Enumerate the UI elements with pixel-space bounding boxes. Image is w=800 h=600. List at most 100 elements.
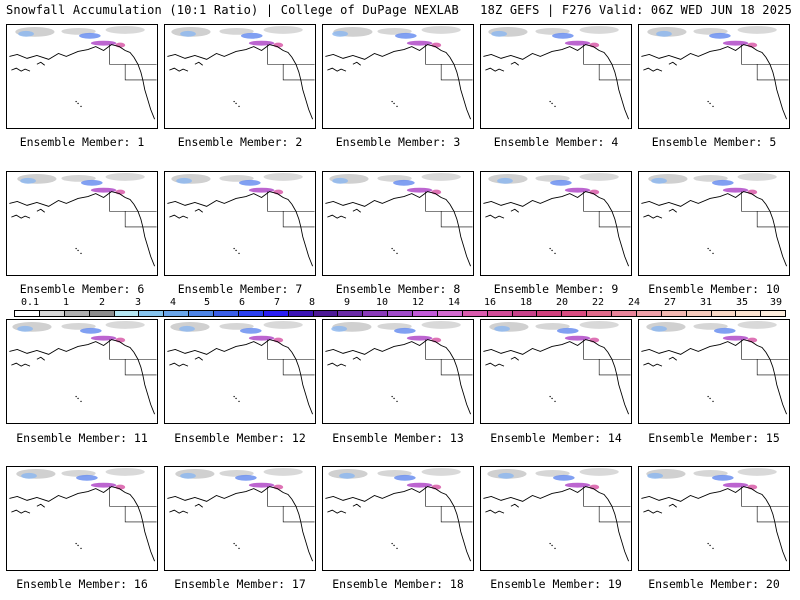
political-border [425, 486, 473, 523]
basemap-svg [9, 25, 157, 120]
island-dot [80, 105, 82, 108]
political-border [741, 486, 789, 523]
snowfall-shading [737, 320, 777, 329]
political-border [583, 486, 631, 523]
island-dot [712, 252, 714, 255]
ensemble-member-label: Ensemble Member: 7 [177, 282, 303, 296]
snowfall-shading [406, 335, 433, 341]
colorbar-swatch [338, 311, 364, 316]
snowfall-shading [646, 321, 686, 332]
coastline [483, 339, 630, 415]
colorbar-swatch [612, 311, 637, 316]
snowfall-shading [81, 179, 103, 186]
political-border [267, 191, 315, 228]
island-dot [551, 249, 553, 252]
colorbar-tick-label: 2 [98, 297, 106, 308]
colorbar-swatch [736, 311, 762, 316]
snowfall-shading [656, 30, 672, 37]
island-dot [554, 400, 556, 403]
colorbar-labels: 0.1 1 2 3 4 5 6 7 8 9 10 12 14 16 18 20 22 24 27 31 35 39 [14, 297, 786, 309]
basemap-svg [325, 172, 473, 267]
colorbar-tick-label: 24 [627, 297, 641, 308]
snowfall-shading [79, 32, 101, 39]
island-dot [75, 247, 77, 250]
island-chain [485, 503, 519, 514]
colorbar-swatch [238, 311, 264, 316]
snowfall-shading [406, 482, 433, 488]
snowfall-shading [263, 467, 303, 476]
coastline [325, 486, 472, 562]
coastline [167, 486, 314, 562]
island-chain [327, 208, 361, 219]
ensemble-member-map [6, 319, 158, 424]
island-dot [707, 247, 709, 250]
basemap-svg [167, 172, 315, 267]
colorbar-swatch [711, 311, 737, 316]
island-dot [77, 397, 79, 400]
island-dot [77, 102, 79, 105]
island-dot [233, 395, 235, 398]
political-border [741, 191, 789, 228]
ensemble-member-map [480, 466, 632, 571]
basemap-svg [9, 467, 157, 562]
political-border [583, 339, 631, 376]
snowfall-shading [219, 27, 254, 35]
coastline [167, 339, 314, 415]
snowfall-shading [90, 40, 117, 46]
ensemble-member-map [164, 24, 316, 129]
colorbar-tick-label: 12 [411, 297, 425, 308]
island-dot [235, 544, 237, 547]
snowfall-shading [709, 32, 731, 39]
colorbar-swatch [89, 311, 115, 316]
coastline [9, 44, 156, 120]
colorbar-swatch [487, 311, 513, 316]
island-dot [554, 105, 556, 108]
island-dot [393, 249, 395, 252]
island-dot [551, 102, 553, 105]
snowfall-shading [535, 322, 570, 330]
colorbar-swatch [15, 311, 40, 316]
snowfall-shading [219, 322, 254, 330]
snowfall-shading [393, 179, 415, 186]
snowfall-shading [494, 325, 510, 332]
snowfall-shading [693, 322, 728, 330]
island-dot [712, 547, 714, 550]
snowfall-shading [722, 335, 749, 341]
snowfall-colorbar [14, 310, 786, 317]
island-dot [391, 247, 393, 250]
island-dot [549, 395, 551, 398]
island-dot [709, 397, 711, 400]
colorbar-tick-label: 9 [343, 297, 351, 308]
colorbar-tick-label: 7 [273, 297, 281, 308]
island-dot [554, 547, 556, 550]
snowfall-shading [179, 325, 195, 332]
island-chain [169, 503, 203, 514]
political-border [425, 191, 473, 228]
colorbar-swatch [437, 311, 463, 316]
colorbar-swatch [313, 311, 339, 316]
snowfall-shading [16, 468, 56, 479]
island-chain [169, 61, 203, 72]
colorbar-tick-label: 18 [519, 297, 533, 308]
political-border [109, 44, 157, 81]
snowfall-shading [712, 179, 734, 186]
island-dot [709, 249, 711, 252]
snowfall-shading [263, 25, 303, 34]
colorbar-swatch [64, 311, 90, 316]
island-dot [393, 397, 395, 400]
island-dot [233, 247, 235, 250]
political-border [583, 191, 631, 228]
snowfall-shading [12, 321, 52, 332]
snowfall-shading [406, 40, 433, 46]
snowfall-shading [421, 320, 461, 329]
ensemble-member-map [480, 24, 632, 129]
island-chain [327, 503, 361, 514]
colorbar-swatch [636, 311, 662, 316]
political-border [109, 191, 157, 228]
ensemble-member-map [638, 24, 790, 129]
colorbar-tick-label: 3 [134, 297, 142, 308]
island-dot [709, 102, 711, 105]
ensemble-member-label: Ensemble Member: 3 [335, 135, 461, 149]
snowfall-shading [406, 187, 433, 193]
island-dot [75, 542, 77, 545]
